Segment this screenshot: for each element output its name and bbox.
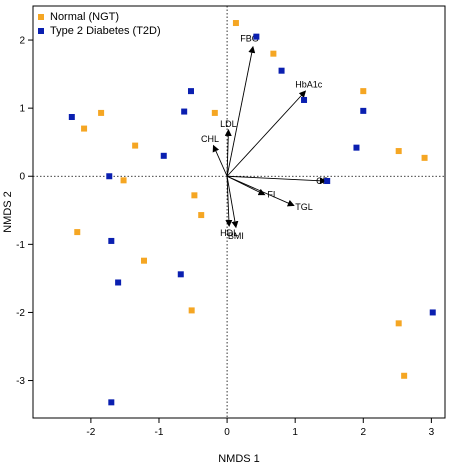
y-tick-label: -3 (16, 376, 25, 387)
vector-arrow-bmi (226, 176, 239, 229)
vector-label-hdl: HDL (220, 228, 238, 238)
point-type2-diabetes (301, 96, 308, 103)
data-points (68, 20, 436, 406)
legend-swatch (38, 28, 44, 34)
vector-label-bmi: BMI (228, 231, 244, 241)
point-normal-ngt (81, 125, 88, 132)
point-normal-ngt (141, 257, 148, 264)
y-axis-title: NMDS 2 (2, 191, 14, 233)
vector-arrow-chl (212, 144, 228, 177)
point-type2-diabetes (68, 114, 75, 121)
point-type2-diabetes (177, 271, 184, 278)
vector-label-ldl: LDL (220, 119, 237, 129)
point-type2-diabetes (115, 279, 122, 286)
point-normal-ngt (198, 212, 205, 219)
point-normal-ngt (74, 229, 81, 236)
vector-arrow-cp (227, 175, 327, 185)
plot-area-frame (32, 5, 446, 419)
point-normal-ngt (232, 20, 239, 27)
point-normal-ngt (395, 148, 402, 155)
legend-label: Type 2 Diabetes (T2D) (50, 25, 161, 37)
point-type2-diabetes (429, 309, 436, 316)
x-axis: -2 -1 0 1 2 3 (86, 418, 435, 438)
vector-label-cp: CP (316, 176, 329, 186)
vector-arrow-fbg (226, 45, 256, 177)
x-tick-label: 3 (429, 427, 435, 438)
point-type2-diabetes (353, 144, 360, 151)
x-tick-label: 1 (292, 427, 298, 438)
x-tick-label: 0 (224, 427, 230, 438)
point-type2-diabetes (108, 399, 115, 406)
point-type2-diabetes (181, 108, 188, 115)
y-tick-label: 1 (19, 104, 25, 115)
point-type2-diabetes (324, 178, 331, 185)
y-axis: 2 1 0 -1 -2 -3 (16, 36, 33, 387)
vector-label-fbg: FBG (240, 34, 259, 44)
point-normal-ngt (360, 88, 367, 95)
y-tick-label: 0 (19, 172, 25, 183)
point-normal-ngt (188, 307, 195, 314)
point-normal-ngt (211, 109, 218, 116)
legend-swatch (38, 14, 44, 20)
vector-label-hba1c: HbA1c (295, 79, 323, 89)
vector-arrow-hdl (225, 176, 233, 227)
legend-label: Normal (NGT) (50, 11, 119, 23)
vector-label-chl: CHL (201, 134, 219, 144)
vector-arrow-tgl (226, 175, 295, 207)
point-normal-ngt (98, 109, 105, 116)
point-normal-ngt (421, 154, 428, 161)
point-normal-ngt (120, 177, 127, 184)
y-tick-label: -1 (16, 240, 25, 251)
point-normal-ngt (132, 142, 139, 149)
point-normal-ngt (401, 372, 408, 379)
vector-label-tgl: TGL (295, 202, 313, 212)
x-tick-label: -1 (155, 427, 164, 438)
point-type2-diabetes (360, 107, 367, 114)
point-type2-diabetes (106, 173, 113, 180)
y-tick-label: 2 (19, 36, 25, 47)
point-type2-diabetes (278, 67, 285, 74)
vector-arrow-ldl (224, 128, 232, 177)
reference-lines (33, 6, 445, 418)
point-type2-diabetes (108, 237, 115, 244)
x-axis-title: NMDS 1 (218, 453, 260, 465)
point-type2-diabetes (160, 152, 167, 159)
legend: Normal (NGT) Type 2 Diabetes (T2D) (38, 11, 161, 37)
x-tick-label: 2 (360, 427, 366, 438)
vector-arrow-hba1c (226, 90, 307, 177)
point-normal-ngt (270, 50, 277, 57)
y-tick-label: -2 (16, 308, 25, 319)
point-normal-ngt (395, 320, 402, 327)
point-normal-ngt (191, 192, 198, 199)
vector-label-fi: FI (267, 190, 275, 200)
point-type2-diabetes (187, 88, 194, 95)
point-type2-diabetes (253, 33, 260, 40)
x-tick-label: -2 (86, 427, 95, 438)
